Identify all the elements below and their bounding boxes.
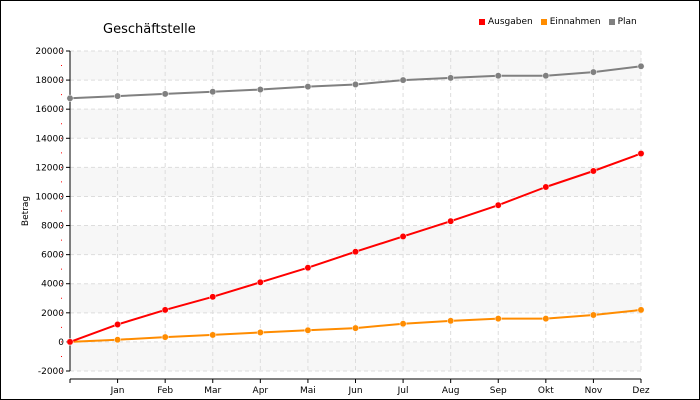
data-point-ausgaben [209,293,217,301]
legend-item-plan: Plan [608,17,637,27]
data-point-plan [66,94,74,102]
data-point-einnahmen [352,324,359,332]
x-tick-label: Jan [110,386,125,396]
y-tick-label: -2000 [38,367,64,377]
data-point-ausgaben [114,321,122,328]
data-point-einnahmen [399,320,407,328]
y-tick-label: 16000 [35,105,64,115]
data-point-einnahmen [114,336,122,344]
data-point-einnahmen [304,326,312,334]
data-point-plan [399,76,407,84]
data-point-einnahmen [589,311,597,319]
y-tick-label: 2000 [41,309,64,319]
data-point-plan [637,62,645,70]
x-tick-label: Nov [585,386,603,396]
data-point-plan [256,86,264,93]
data-point-ausgaben [352,248,359,256]
y-tick-label: 0 [58,338,64,348]
x-tick-label: Jun [347,386,362,396]
data-point-einnahmen [494,315,502,323]
y-tick-label: 4000 [41,280,64,290]
data-point-ausgaben [304,264,312,272]
data-point-ausgaben [637,150,645,157]
data-point-ausgaben [494,201,502,209]
data-point-einnahmen [637,306,645,314]
data-point-ausgaben [256,278,264,286]
data-point-ausgaben [542,183,550,191]
y-tick-label: 14000 [35,134,64,144]
legend-swatch-ausgaben [479,19,485,25]
legend-label-einnahmen: Einnahmen [549,17,601,27]
y-tick-label: 8000 [41,222,64,232]
data-point-plan [304,83,312,91]
data-point-einnahmen [256,329,264,336]
data-point-ausgaben [399,233,407,240]
data-point-ausgaben [447,217,455,225]
data-point-einnahmen [542,315,550,323]
legend-item-ausgaben: Ausgaben [479,17,533,27]
x-tick-label: Jul [397,386,409,396]
data-point-ausgaben [66,338,74,346]
data-point-einnahmen [209,331,217,339]
y-tick-label: 18000 [35,76,64,86]
data-point-plan [114,92,122,100]
data-point-plan [209,88,217,96]
data-point-einnahmen [447,317,455,325]
data-point-plan [542,72,550,80]
x-tick-label: Sep [490,386,507,396]
x-tick-label: Aug [442,386,460,396]
y-tick-label: 10000 [35,192,64,202]
legend-swatch-plan [608,19,615,25]
x-tick-label: Apr [253,386,269,396]
legend-label-plan: Plan [617,17,637,27]
data-point-einnahmen [161,333,169,341]
legend-label-ausgaben: Ausgaben [488,17,533,27]
legend-swatch-einnahmen [540,19,547,25]
y-tick-label: 6000 [41,251,64,261]
chart-title: Geschäftstelle [103,22,196,37]
y-tick-label: 12000 [35,163,64,173]
chart-legend: Ausgaben Einnahmen Plan [479,17,637,27]
y-tick-label: 20000 [35,47,64,57]
x-tick-label: Mai [300,386,316,396]
x-tick-label: Okt [538,386,554,396]
legend-item-einnahmen: Einnahmen [540,17,601,27]
data-point-plan [161,90,169,98]
data-point-ausgaben [161,306,169,314]
data-point-plan [447,74,455,82]
y-axis-label: Betrag [21,196,31,226]
data-point-plan [494,72,502,80]
x-tick-label: Feb [157,386,173,396]
x-tick-label: Mar [204,386,221,396]
data-point-ausgaben [589,167,597,175]
data-point-plan [352,81,359,88]
data-point-plan [589,68,597,76]
x-tick-label: Dez [632,386,649,396]
